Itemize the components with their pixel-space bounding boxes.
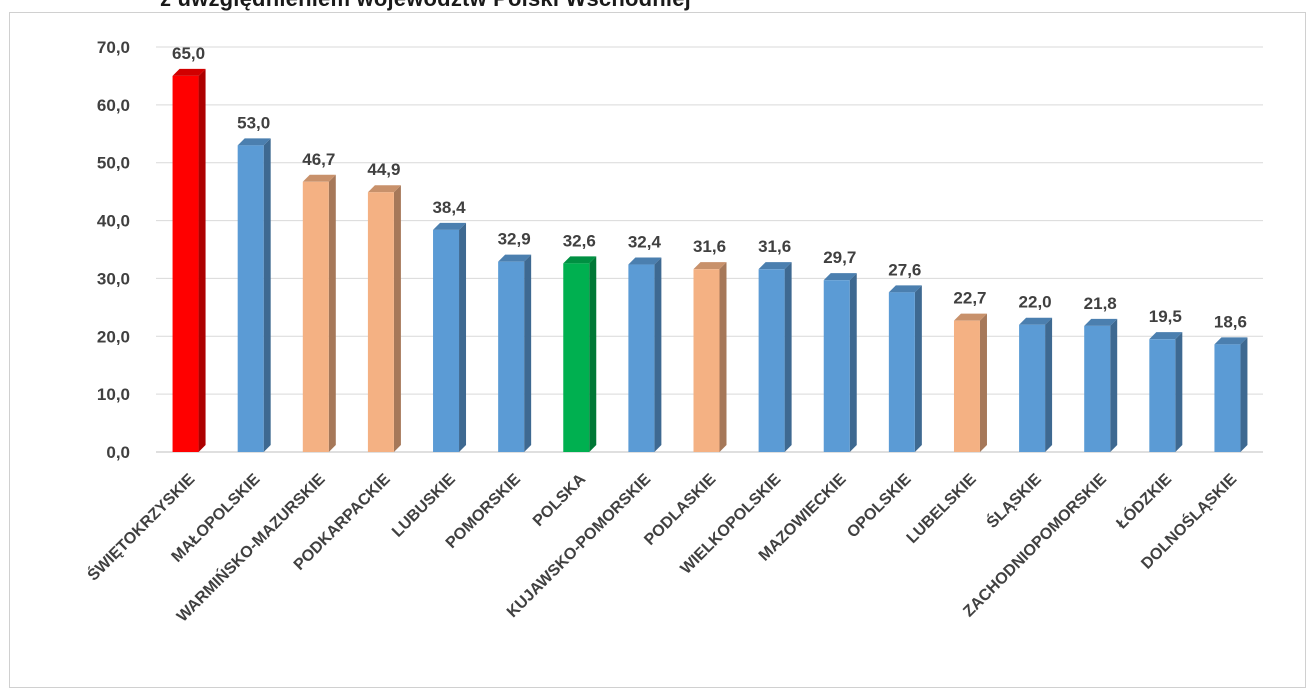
category-label: ŁÓDZKIE xyxy=(1112,469,1175,532)
category-label: POLSKA xyxy=(530,470,589,529)
chart-frame: 0,0 10,0 20,0 30,0 40,0 50,0 60,0 70,0 65,0 53,0… xyxy=(9,12,1306,688)
data-labels: 65,0 53,0 46,7 44,9 38,4 32,9 32,6 32,4 31,6 31,6… xyxy=(172,44,1247,331)
y-tick-label: 70,0 xyxy=(97,38,130,57)
category-label: ZACHODNIOPOMORSKIE xyxy=(960,471,1110,621)
y-tick-label: 10,0 xyxy=(97,385,130,404)
bar xyxy=(1019,317,1053,452)
bar xyxy=(953,313,987,452)
data-label: 65,0 xyxy=(172,44,205,63)
bar xyxy=(888,285,922,452)
bar xyxy=(628,257,662,452)
bar xyxy=(758,262,792,452)
data-label: 22,7 xyxy=(953,289,986,308)
bar xyxy=(302,174,336,453)
category-label: ŚWIĘTOKRZYSKIE xyxy=(83,469,198,584)
y-axis-ticks: 0,0 10,0 20,0 30,0 40,0 50,0 60,0 70,0 xyxy=(97,38,130,462)
bar xyxy=(237,138,271,452)
data-label: 27,6 xyxy=(888,260,921,279)
data-label: 31,6 xyxy=(693,237,726,256)
y-tick-label: 50,0 xyxy=(97,154,130,173)
bar xyxy=(1214,337,1248,452)
data-label: 22,0 xyxy=(1019,293,1052,312)
data-label: 32,4 xyxy=(628,233,662,252)
data-label: 31,6 xyxy=(758,237,791,256)
category-label: LUBUSKIE xyxy=(389,471,459,541)
category-label: KUJAWSKO-POMORSKIE xyxy=(504,471,655,622)
data-label: 44,9 xyxy=(367,160,400,179)
data-label: 53,0 xyxy=(237,113,270,132)
chart-title: z uwzględnieniem województw Polski Wscho… xyxy=(160,0,691,12)
category-labels: ŚWIĘTOKRZYSKIEMAŁOPOLSKIEWARMIŃSKO-MAZUR… xyxy=(83,469,1240,625)
category-label: OPOLSKIE xyxy=(844,471,915,542)
bar-chart: 0,0 10,0 20,0 30,0 40,0 50,0 60,0 70,0 65,0 53,0… xyxy=(83,38,1263,625)
data-label: 46,7 xyxy=(302,150,335,169)
chart-title-strip: z uwzględnieniem województw Polski Wscho… xyxy=(0,0,1309,12)
y-tick-label: 30,0 xyxy=(97,269,130,288)
bar xyxy=(823,273,857,452)
y-tick-label: 20,0 xyxy=(97,327,130,346)
data-label: 32,6 xyxy=(563,231,596,250)
bar xyxy=(433,222,467,452)
data-label: 18,6 xyxy=(1214,312,1247,331)
data-label: 21,8 xyxy=(1084,294,1117,313)
data-label: 32,9 xyxy=(498,230,531,249)
data-label: 19,5 xyxy=(1149,307,1182,326)
bar xyxy=(693,262,727,452)
y-tick-label: 0,0 xyxy=(106,443,130,462)
y-tick-label: 40,0 xyxy=(97,212,130,231)
category-label: ŚLĄSKIE xyxy=(982,469,1045,532)
bar xyxy=(563,256,597,452)
bar xyxy=(1084,318,1118,452)
category-label: LUBELSKIE xyxy=(904,471,980,547)
bar xyxy=(498,254,532,452)
bar xyxy=(172,68,206,452)
data-label: 29,7 xyxy=(823,248,856,267)
y-tick-label: 60,0 xyxy=(97,96,130,115)
data-label: 38,4 xyxy=(432,198,466,217)
bar xyxy=(1149,332,1183,452)
bar xyxy=(367,185,401,452)
bars xyxy=(172,68,1248,453)
